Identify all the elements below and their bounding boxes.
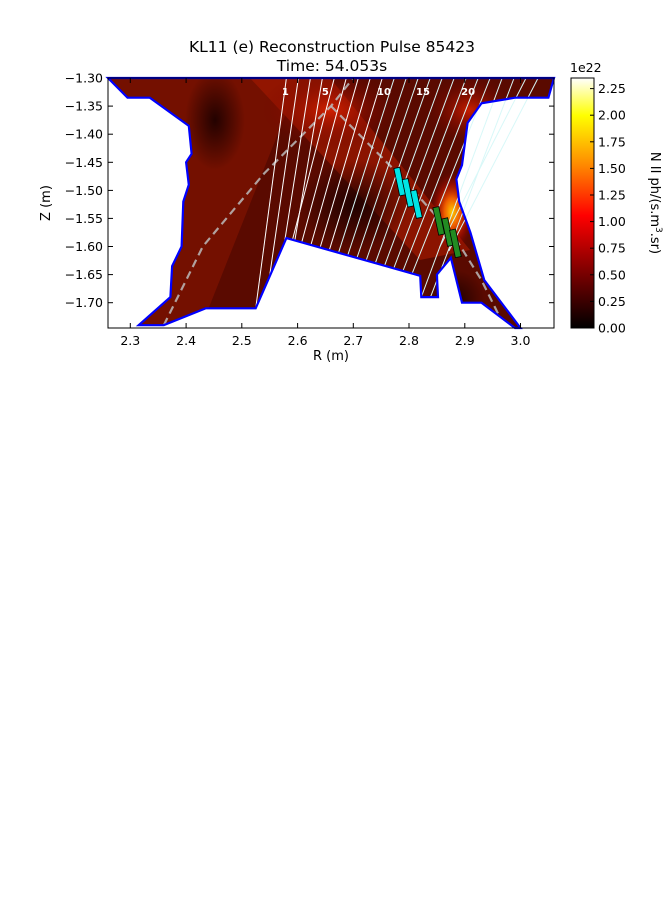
colorbar-tick-label: 0.25 [598, 294, 626, 309]
sightline-16 [393, 78, 467, 269]
y-tick-label: −1.55 [65, 211, 103, 226]
colorbar-label-tail: .sr) [647, 233, 662, 254]
detector-marker-3 [410, 189, 423, 219]
sightline-1 [255, 78, 287, 309]
sightline-22 [448, 78, 539, 252]
sightline-4 [282, 78, 323, 309]
x-tick-label: 2.8 [399, 333, 419, 348]
sightlines [255, 78, 539, 309]
vessel-wall [105, 76, 556, 330]
colorbar-tick-label: 0.00 [598, 321, 626, 336]
separatrix [162, 78, 505, 326]
y-tick-label: −1.35 [65, 99, 103, 114]
plot-area: 1 5 10 15 20 [105, 76, 556, 330]
colorbar-tick-label: 1.00 [598, 214, 626, 229]
sightline-3 [273, 78, 311, 309]
chart-subtitle: Time: 54.053s [276, 57, 387, 75]
colorbar-gradient [570, 77, 595, 329]
sightline-20 [430, 78, 515, 298]
y-tick-label: −1.40 [65, 127, 103, 142]
sightline-9 [328, 78, 383, 251]
colorbar-tick-label: 1.75 [598, 134, 626, 149]
x-tick-label: 2.7 [343, 333, 363, 348]
y-tick-label: −1.30 [65, 71, 103, 86]
colorbar-tick-label: 2.00 [598, 108, 626, 123]
detector-marker-6 [449, 228, 462, 259]
x-tick-label: 2.5 [232, 333, 252, 348]
sightline-11 [347, 78, 407, 256]
y-tick-label: −1.70 [65, 295, 103, 310]
sightline-2 [264, 78, 299, 309]
colorbar-tick-label: 1.50 [598, 161, 626, 176]
sightline-14 [374, 78, 443, 264]
channel-labels: 1 5 10 15 20 [282, 87, 475, 98]
colorbar-ticks: 0.00 0.25 0.50 0.75 1.00 1.25 1.50 1.75 2.00 2.25 [590, 81, 626, 336]
colorbar-tick-label: 0.75 [598, 241, 626, 256]
y-tick-label: −1.45 [65, 155, 103, 170]
sightline-7 [310, 78, 359, 246]
channel-label-20: 20 [461, 87, 475, 98]
x-axis-ticks: 2.3 2.4 2.5 2.6 2.7 2.8 2.9 3.0 [120, 78, 530, 348]
channel-label-5: 5 [322, 87, 329, 98]
detector-markers [393, 166, 462, 259]
x-tick-label: 3.0 [511, 333, 531, 348]
separatrix-leg-2 [330, 105, 505, 326]
colorbar-tick-label: 2.25 [598, 81, 626, 96]
channel-label-15: 15 [416, 87, 430, 98]
sightline-10 [338, 78, 395, 253]
y-tick-label: −1.50 [65, 183, 103, 198]
colorbar-label-sup: 3 [653, 227, 663, 233]
colorbar: 1e22 0.00 0.25 0.50 0.75 1.00 1.25 1.50 1.75 2.0… [570, 60, 663, 336]
sightline-19 [420, 78, 503, 298]
colorbar-tick-label: 0.50 [598, 267, 626, 282]
y-axis-ticks: −1.30 −1.35 −1.40 −1.45 −1.50 −1.55 −1.60 −1.65… [65, 71, 554, 310]
x-tick-label: 2.9 [455, 333, 475, 348]
separatrix-leg-1 [162, 78, 355, 326]
sightline-17 [402, 78, 479, 272]
sightline-12 [356, 78, 419, 259]
colorbar-tick-label: 1.25 [598, 188, 626, 203]
sightline-15 [384, 78, 455, 266]
x-axis-label: R (m) [313, 349, 349, 364]
sightline-21 [439, 78, 527, 248]
plot-frame [107, 77, 555, 329]
chart-title: KL11 (e) Reconstruction Pulse 85423 [189, 38, 475, 56]
x-tick-label: 2.6 [288, 333, 308, 348]
colorbar-label: N II ph/(s.m3.sr) [647, 152, 663, 254]
colorbar-multiplier: 1e22 [570, 60, 602, 75]
y-tick-label: −1.60 [65, 239, 103, 254]
colorbar-label-main: N II ph/(s.m [647, 152, 662, 227]
emissivity-dark-region-2 [300, 160, 410, 250]
channel-label-10: 10 [377, 87, 391, 98]
emissivity-warm-region [260, 78, 400, 150]
sightline-6 [301, 78, 347, 243]
channel-label-1: 1 [282, 87, 289, 98]
sightline-8 [319, 78, 371, 248]
x-tick-label: 2.3 [120, 333, 140, 348]
y-tick-label: −1.65 [65, 267, 103, 282]
y-axis-label: Z (m) [39, 185, 54, 221]
sightline-5 [292, 78, 335, 240]
emissivity-dark-region [185, 78, 245, 170]
x-tick-label: 2.4 [176, 333, 196, 348]
